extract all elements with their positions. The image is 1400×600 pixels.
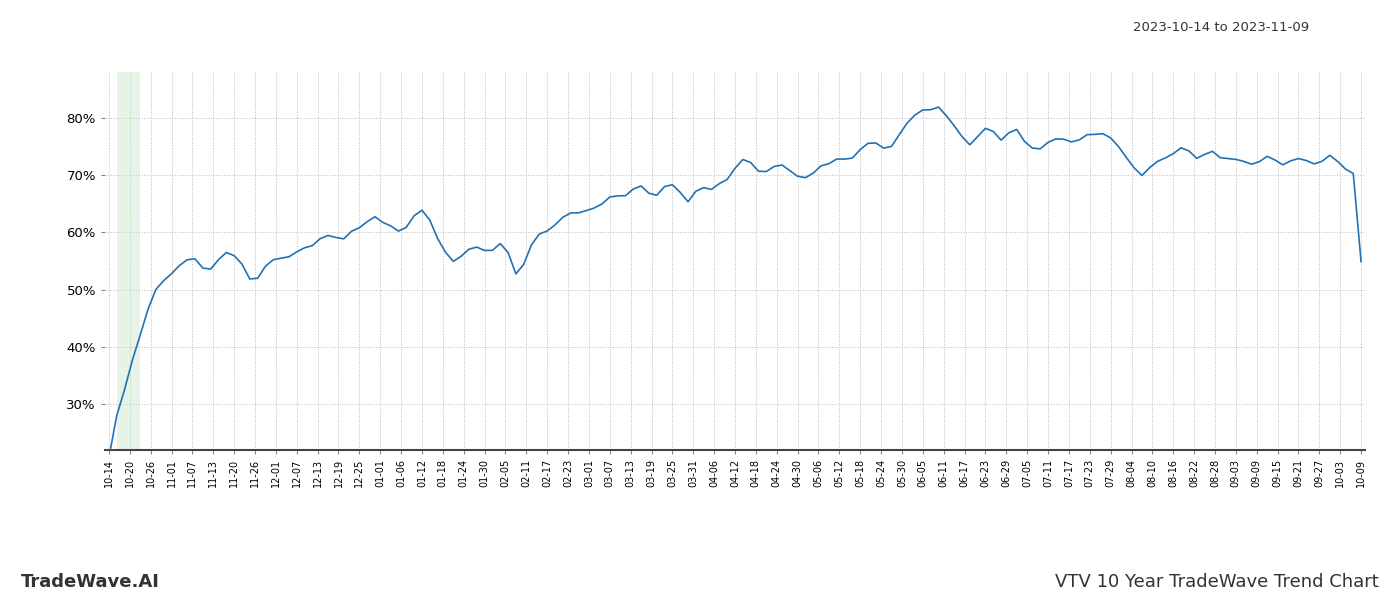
Text: TradeWave.AI: TradeWave.AI <box>21 573 160 591</box>
Text: 2023-10-14 to 2023-11-09: 2023-10-14 to 2023-11-09 <box>1133 21 1309 34</box>
Text: VTV 10 Year TradeWave Trend Chart: VTV 10 Year TradeWave Trend Chart <box>1056 573 1379 591</box>
Bar <box>116 72 140 450</box>
